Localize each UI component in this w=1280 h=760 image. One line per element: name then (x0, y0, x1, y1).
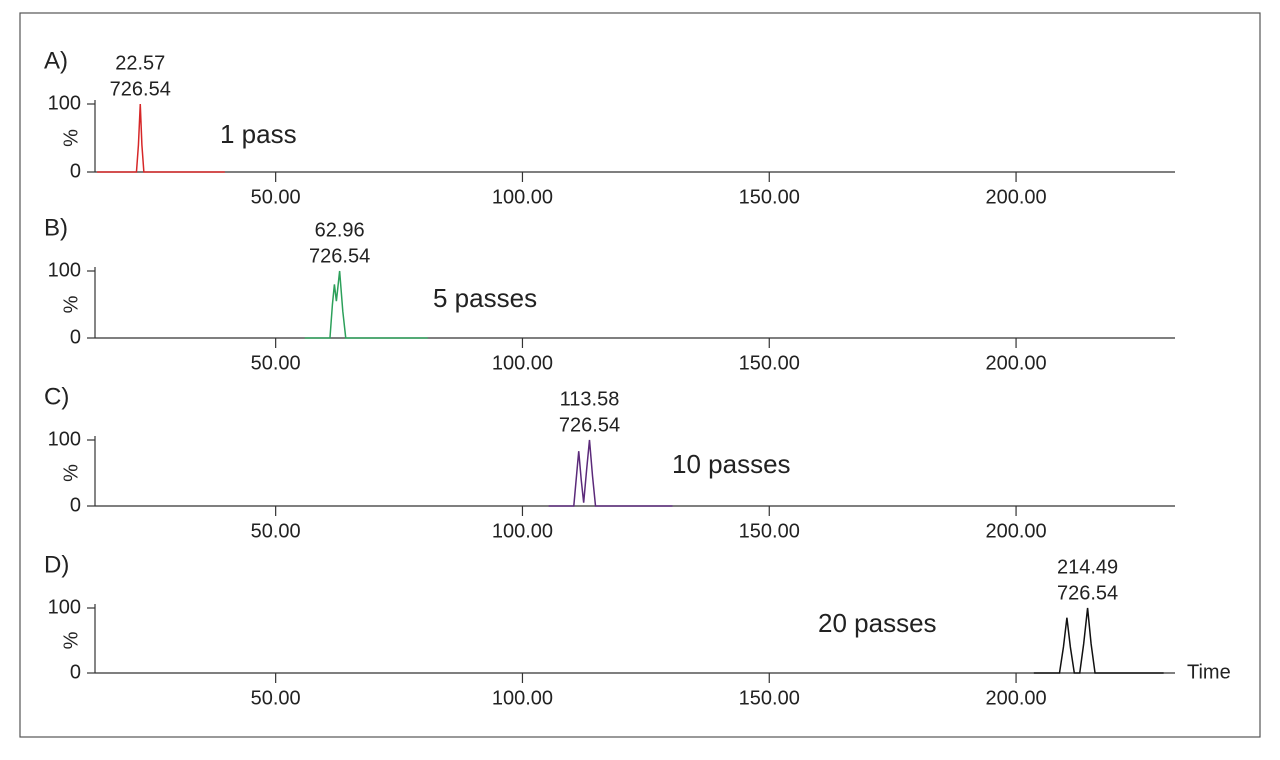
x-tick-label: 100.00 (492, 186, 553, 208)
x-tick-label: 150.00 (739, 352, 800, 374)
x-tick-label: 50.00 (251, 520, 301, 542)
y-tick-label: 100 (48, 259, 81, 281)
trace-label: 1 pass (220, 119, 297, 149)
peak-annotation: 22.57 (115, 52, 165, 74)
trace (548, 439, 673, 507)
peak-annotation: 726.54 (110, 78, 171, 100)
x-tick-label: 50.00 (251, 687, 301, 709)
trace (1033, 607, 1164, 674)
y-tick-label: 0 (70, 494, 81, 516)
trace (96, 103, 225, 173)
x-tick-label: 100.00 (492, 520, 553, 542)
x-tick-label: 200.00 (985, 520, 1046, 542)
x-tick-label: 150.00 (739, 687, 800, 709)
trace-label: 10 passes (672, 449, 791, 479)
trace-label: 5 passes (433, 283, 537, 313)
x-axis-label: Time (1187, 661, 1231, 683)
y-tick-label: 0 (70, 160, 81, 182)
peak-annotation: 726.54 (559, 414, 620, 436)
x-tick-label: 100.00 (492, 687, 553, 709)
peak-annotation: 214.49 (1057, 556, 1118, 578)
y-axis-label: % (60, 631, 82, 649)
y-axis-label: % (60, 129, 82, 147)
panel-label: D) (44, 551, 69, 578)
y-tick-label: 0 (70, 661, 81, 683)
y-axis-label: % (60, 464, 82, 482)
y-tick-label: 0 (70, 326, 81, 348)
x-tick-label: 200.00 (985, 352, 1046, 374)
trace (304, 270, 428, 339)
trace-label: 20 passes (818, 608, 937, 638)
y-axis-label: % (60, 295, 82, 313)
x-tick-label: 200.00 (985, 687, 1046, 709)
y-tick-label: 100 (48, 92, 81, 114)
peak-annotation: 726.54 (309, 245, 370, 267)
x-tick-label: 50.00 (251, 352, 301, 374)
peak-annotation: 62.96 (315, 219, 365, 241)
panel-label: A) (44, 47, 68, 74)
x-tick-label: 200.00 (985, 186, 1046, 208)
x-tick-label: 100.00 (492, 352, 553, 374)
x-tick-label: 50.00 (251, 186, 301, 208)
y-tick-label: 100 (48, 428, 81, 450)
x-tick-label: 150.00 (739, 186, 800, 208)
peak-annotation: 113.58 (560, 388, 620, 410)
peak-annotation: 726.54 (1057, 582, 1118, 604)
y-tick-label: 100 (48, 596, 81, 618)
x-tick-label: 150.00 (739, 520, 800, 542)
frame (19, 12, 1261, 738)
panel-label: C) (44, 383, 69, 410)
panel-label: B) (44, 214, 68, 241)
